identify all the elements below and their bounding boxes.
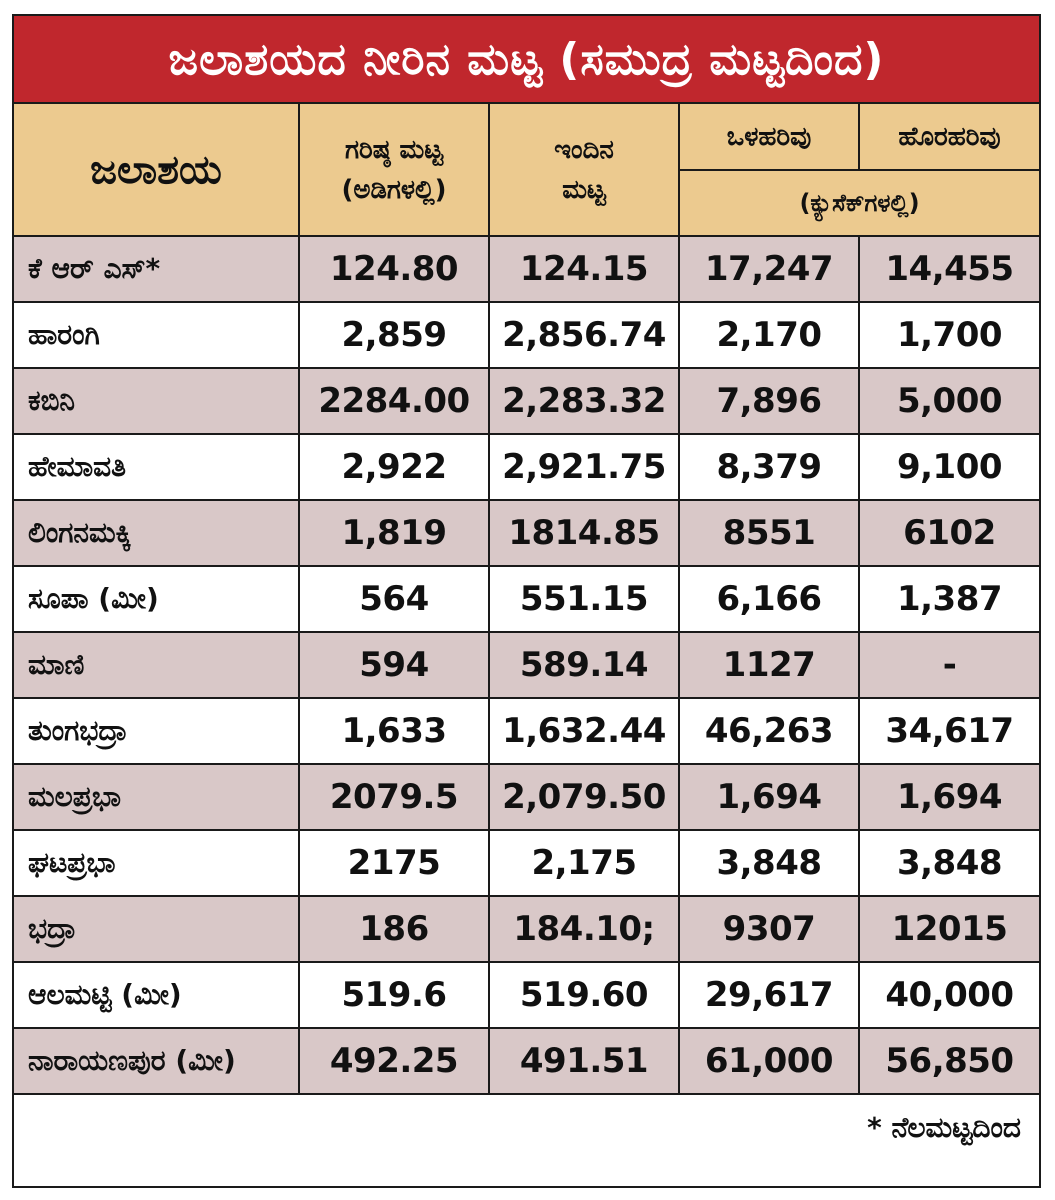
cell-reservoir-name: ನಾರಾಯಣಪುರ (ಮೀ)	[14, 1027, 300, 1095]
cell-outflow: 1,387	[858, 565, 1039, 633]
table-row: ಘಟಪ್ರಭಾ 2175 2,175 3,848 3,848	[14, 829, 1039, 897]
cell-inflow: 1127	[678, 631, 860, 699]
cell-outflow: 14,455	[858, 235, 1039, 303]
table-row: ಹೇಮಾವತಿ 2,922 2,921.75 8,379 9,100	[14, 433, 1039, 501]
table-body: ಕೆ ಆರ್ ಎಸ್* 124.80 124.15 17,247 14,455 ಹಾರಂಗ…	[14, 235, 1039, 1095]
cell-today-level: 2,079.50	[488, 763, 680, 831]
cell-outflow: 6102	[858, 499, 1039, 567]
cell-inflow: 17,247	[678, 235, 860, 303]
cell-reservoir-name: ಹಾರಂಗಿ	[14, 301, 300, 369]
table-title: ಜಲಾಶಯದ ನೀರಿನ ಮಟ್ಟ (ಸಮುದ್ರ ಮಟ್ಟದಿಂದ)	[14, 16, 1039, 104]
header-max-level: ಗರಿಷ್ಠ ಮಟ್ಟ (ಅಡಿಗಳಲ್ಲಿ)	[298, 104, 490, 237]
table-row: ನಾರಾಯಣಪುರ (ಮೀ) 492.25 491.51 61,000 56,850	[14, 1027, 1039, 1095]
cell-max-level: 2,922	[298, 433, 490, 501]
cell-outflow: 12015	[858, 895, 1039, 963]
cell-today-level: 2,175	[488, 829, 680, 897]
cell-inflow: 7,896	[678, 367, 860, 435]
cell-max-level: 564	[298, 565, 490, 633]
cell-inflow: 8,379	[678, 433, 860, 501]
cell-today-level: 589.14	[488, 631, 680, 699]
cell-reservoir-name: ಮಲಪ್ರಭಾ	[14, 763, 300, 831]
cell-today-level: 491.51	[488, 1027, 680, 1095]
cell-max-level: 186	[298, 895, 490, 963]
table-row: ಸೂಪಾ (ಮೀ) 564 551.15 6,166 1,387	[14, 565, 1039, 633]
cell-reservoir-name: ಘಟಪ್ರಭಾ	[14, 829, 300, 897]
cell-outflow: -	[858, 631, 1039, 699]
table-row: ತುಂಗಭದ್ರಾ 1,633 1,632.44 46,263 34,617	[14, 697, 1039, 765]
cell-inflow: 2,170	[678, 301, 860, 369]
cell-inflow: 6,166	[678, 565, 860, 633]
reservoir-level-table: ಜಲಾಶಯ ಗರಿಷ್ಠ ಮಟ್ಟ (ಅಡಿಗಳಲ್ಲಿ) ಇಂದಿನ ಮಟ್ಟ…	[14, 104, 1039, 1095]
cell-reservoir-name: ಮಾಣಿ	[14, 631, 300, 699]
cell-max-level: 124.80	[298, 235, 490, 303]
table-row: ಲಿಂಗನಮಕ್ಕಿ 1,819 1814.85 8551 6102	[14, 499, 1039, 567]
cell-outflow: 40,000	[858, 961, 1039, 1029]
cell-max-level: 2284.00	[298, 367, 490, 435]
cell-today-level: 2,283.32	[488, 367, 680, 435]
header-outflow: ಹೊರಹರಿವು	[858, 104, 1039, 171]
cell-outflow: 1,700	[858, 301, 1039, 369]
cell-inflow: 61,000	[678, 1027, 860, 1095]
cell-max-level: 2,859	[298, 301, 490, 369]
cell-max-level: 2175	[298, 829, 490, 897]
cell-max-level: 1,633	[298, 697, 490, 765]
cell-inflow: 3,848	[678, 829, 860, 897]
cell-reservoir-name: ಆಲಮಟ್ಟಿ (ಮೀ)	[14, 961, 300, 1029]
cell-reservoir-name: ತುಂಗಭದ್ರಾ	[14, 697, 300, 765]
header-today-level-line2: ಮಟ್ಟ	[562, 174, 606, 205]
header-max-level-line1: ಗರಿಷ್ಠ ಮಟ್ಟ	[344, 134, 444, 165]
cell-max-level: 1,819	[298, 499, 490, 567]
table-row: ಹಾರಂಗಿ 2,859 2,856.74 2,170 1,700	[14, 301, 1039, 369]
table-row: ಭದ್ರಾ 186 184.10; 9307 12015	[14, 895, 1039, 963]
table-row: ಮಾಣಿ 594 589.14 1127-	[14, 631, 1039, 699]
header-max-level-line2: (ಅಡಿಗಳಲ್ಲಿ)	[341, 174, 447, 205]
cell-inflow: 8551	[678, 499, 860, 567]
cell-reservoir-name: ಕಬಿನಿ	[14, 367, 300, 435]
header-inflow: ಒಳಹರಿವು	[678, 104, 860, 171]
table-row: ಮಲಪ್ರಭಾ 2079.5 2,079.50 1,694 1,694	[14, 763, 1039, 831]
cell-inflow: 46,263	[678, 697, 860, 765]
cell-inflow: 1,694	[678, 763, 860, 831]
header-today-level-line1: ಇಂದಿನ	[554, 134, 614, 165]
cell-max-level: 519.6	[298, 961, 490, 1029]
cell-reservoir-name: ಹೇಮಾವತಿ	[14, 433, 300, 501]
cell-inflow: 9307	[678, 895, 860, 963]
cell-reservoir-name: ಲಿಂಗನಮಕ್ಕಿ	[14, 499, 300, 567]
cell-today-level: 2,921.75	[488, 433, 680, 501]
cell-today-level: 1,632.44	[488, 697, 680, 765]
table-row: ಕೆ ಆರ್ ಎಸ್* 124.80 124.15 17,247 14,455	[14, 235, 1039, 303]
cell-reservoir-name: ಭದ್ರಾ	[14, 895, 300, 963]
footnote: * ನೆಲಮಟ್ಟದಿಂದ	[867, 1111, 1021, 1144]
reservoir-table-card: ಜಲಾಶಯದ ನೀರಿನ ಮಟ್ಟ (ಸಮುದ್ರ ಮಟ್ಟದಿಂದ) ಜಲಾಶ…	[12, 14, 1041, 1188]
cell-inflow: 29,617	[678, 961, 860, 1029]
header-reservoir: ಜಲಾಶಯ	[14, 104, 300, 237]
cell-today-level: 1814.85	[488, 499, 680, 567]
cell-outflow: 5,000	[858, 367, 1039, 435]
cell-outflow: 56,850	[858, 1027, 1039, 1095]
cell-today-level: 184.10;	[488, 895, 680, 963]
table-row: ಕಬಿನಿ 2284.00 2,283.32 7,896 5,000	[14, 367, 1039, 435]
cell-max-level: 2079.5	[298, 763, 490, 831]
cell-outflow: 3,848	[858, 829, 1039, 897]
header-flow-units: (ಕ್ಯುಸೆಕ್‌ಗಳಲ್ಲಿ)	[679, 169, 1039, 237]
cell-outflow: 34,617	[858, 697, 1039, 765]
cell-reservoir-name: ಸೂಪಾ (ಮೀ)	[14, 565, 300, 633]
cell-today-level: 551.15	[488, 565, 680, 633]
cell-reservoir-name: ಕೆ ಆರ್ ಎಸ್*	[14, 235, 300, 303]
cell-max-level: 492.25	[298, 1027, 490, 1095]
cell-outflow: 1,694	[858, 763, 1039, 831]
cell-outflow: 9,100	[858, 433, 1039, 501]
table-row: ಆಲಮಟ್ಟಿ (ಮೀ) 519.6 519.60 29,617 40,000	[14, 961, 1039, 1029]
cell-today-level: 519.60	[488, 961, 680, 1029]
cell-max-level: 594	[298, 631, 490, 699]
cell-today-level: 2,856.74	[488, 301, 680, 369]
header-today-level: ಇಂದಿನ ಮಟ್ಟ	[488, 104, 680, 237]
cell-today-level: 124.15	[488, 235, 680, 303]
